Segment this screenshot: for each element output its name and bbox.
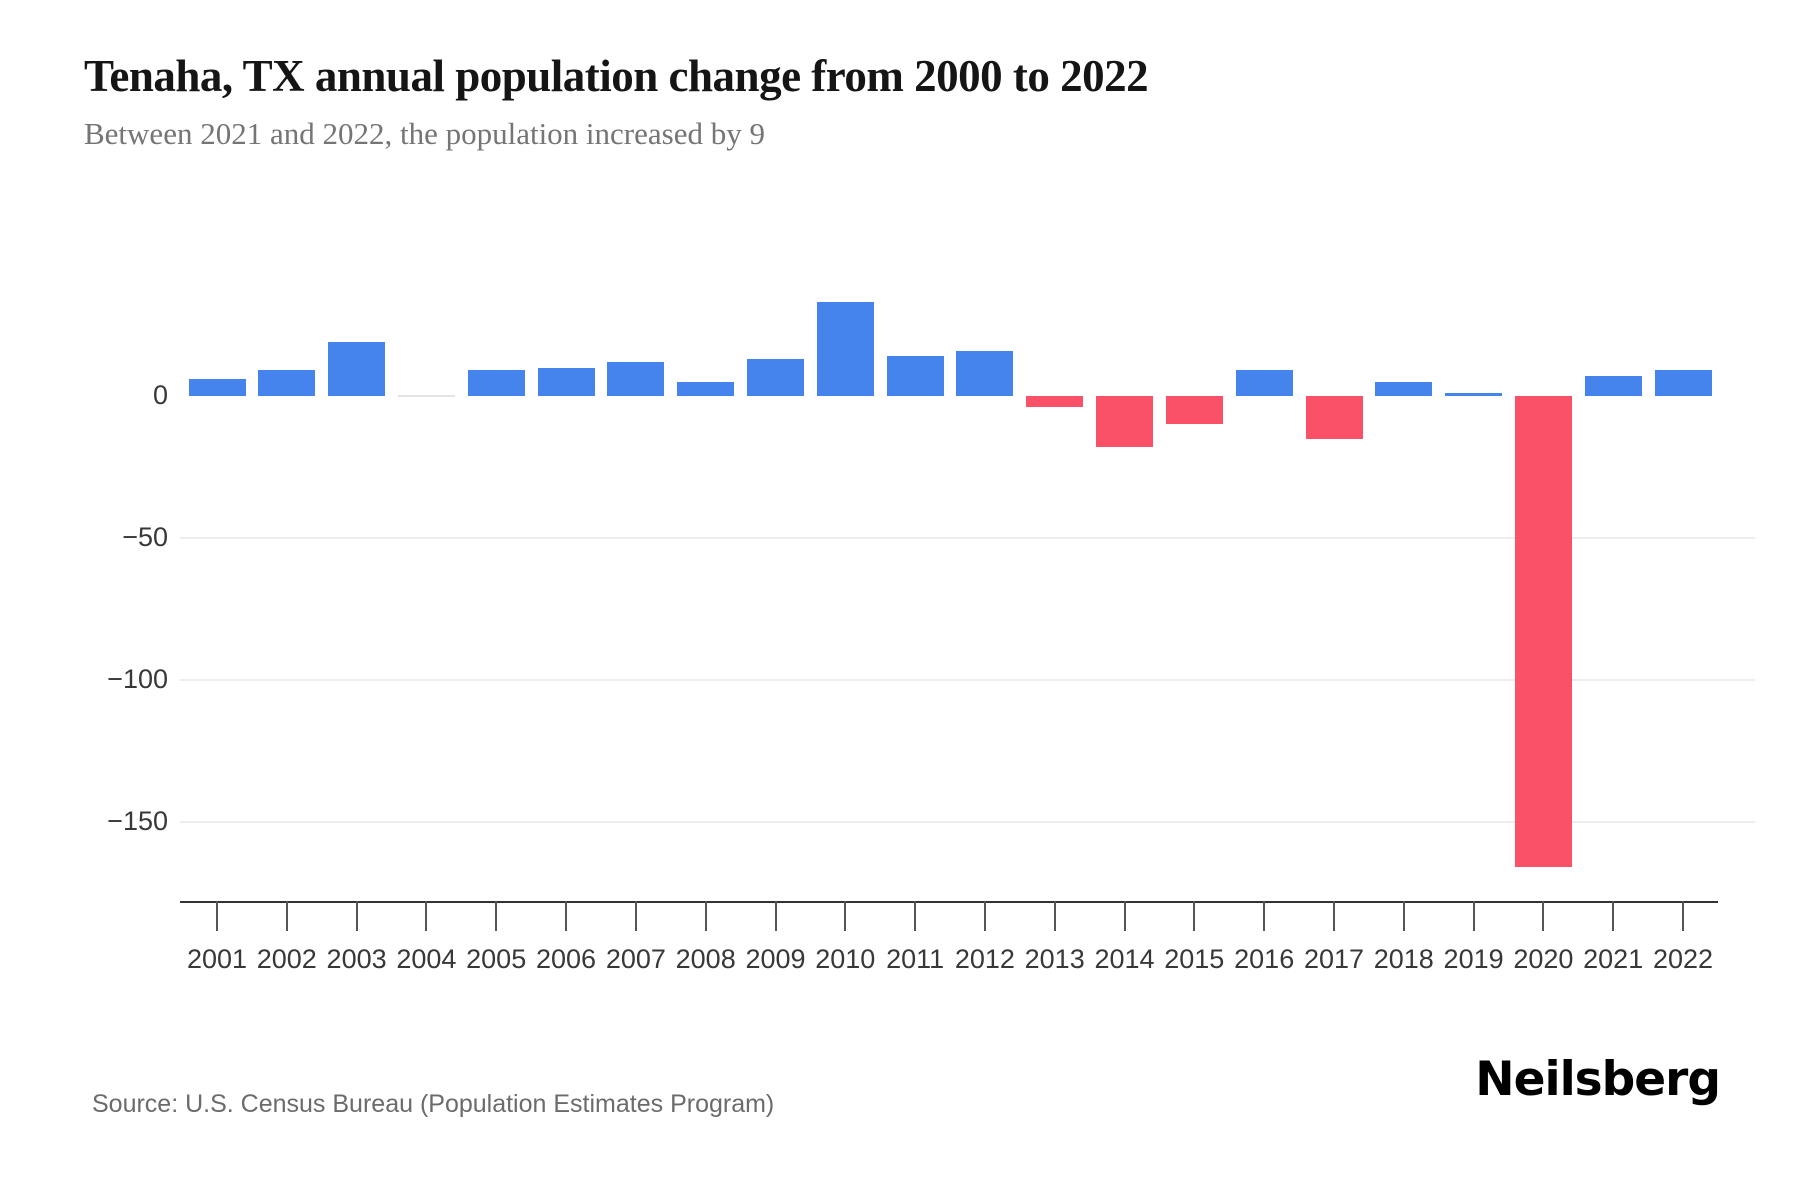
x-axis-label-2005: 2005 [466, 944, 527, 974]
bar-2020[interactable] [1514, 396, 1572, 868]
x-tick-2005 [495, 901, 498, 931]
x-axis-label-2001: 2001 [186, 944, 248, 974]
x-tick-2013 [1053, 901, 1056, 931]
bar-2007[interactable] [607, 361, 665, 396]
gridline--50 [180, 537, 1755, 539]
x-axis-label-2013: 2013 [1024, 944, 1085, 974]
bar-2004[interactable] [397, 395, 455, 397]
x-axis-label-2021: 2021 [1583, 944, 1644, 974]
x-axis-label-2006: 2006 [535, 944, 597, 974]
x-axis-label-2015: 2015 [1164, 944, 1225, 974]
x-tick-2011 [914, 901, 917, 931]
x-axis-label-2016: 2016 [1234, 944, 1295, 974]
bar-2001[interactable] [188, 379, 246, 396]
bar-2019[interactable] [1445, 393, 1503, 396]
x-tick-2007 [634, 901, 637, 931]
bar-2022[interactable] [1654, 370, 1712, 396]
x-tick-2010 [844, 901, 847, 931]
x-axis-label-2003: 2003 [326, 944, 387, 974]
x-tick-2006 [565, 901, 567, 931]
gridline--150 [180, 821, 1755, 823]
x-tick-2008 [704, 901, 707, 931]
x-tick-2002 [285, 901, 288, 931]
bar-2015[interactable] [1165, 396, 1223, 425]
x-axis-label-2019: 2019 [1443, 944, 1504, 974]
x-tick-2020 [1542, 901, 1545, 931]
x-axis-label-2007: 2007 [605, 944, 666, 974]
bar-2012[interactable] [956, 350, 1014, 396]
y-axis-label--150: −150 [107, 806, 168, 836]
bar-2005[interactable] [467, 370, 525, 396]
bar-2010[interactable] [816, 302, 874, 396]
x-tick-2018 [1402, 901, 1405, 931]
x-tick-2016 [1263, 901, 1266, 931]
bar-2018[interactable] [1375, 381, 1433, 396]
x-axis-label-2004: 2004 [396, 944, 457, 974]
x-tick-2001 [216, 901, 218, 931]
bar-2006[interactable] [537, 367, 595, 396]
x-axis-label-2009: 2009 [745, 944, 806, 974]
x-tick-2017 [1333, 901, 1335, 931]
bar-2008[interactable] [677, 381, 735, 396]
x-axis-label-2018: 2018 [1373, 944, 1434, 974]
x-axis-label-2014: 2014 [1094, 944, 1155, 974]
x-axis-label-2020: 2020 [1513, 944, 1574, 974]
bar-2016[interactable] [1235, 370, 1293, 396]
x-tick-2004 [425, 901, 428, 931]
x-axis-line [180, 901, 1718, 903]
x-tick-2021 [1612, 901, 1615, 931]
bar-2017[interactable] [1305, 396, 1363, 439]
brand-logo: Neilsberg [1475, 1052, 1721, 1107]
bar-2002[interactable] [258, 370, 316, 396]
bar-2013[interactable] [1026, 396, 1084, 408]
x-axis-label-2017: 2017 [1303, 944, 1365, 974]
bar-2003[interactable] [328, 342, 386, 396]
x-axis-label-2012: 2012 [954, 944, 1015, 974]
x-axis-label-2008: 2008 [675, 944, 736, 974]
y-axis-label-0: 0 [152, 380, 168, 410]
bar-2011[interactable] [886, 356, 944, 396]
x-tick-2019 [1472, 901, 1475, 931]
source-note: Source: U.S. Census Bureau (Population E… [92, 1090, 775, 1118]
x-tick-2003 [355, 901, 358, 931]
x-tick-2012 [983, 901, 986, 931]
x-axis-label-2010: 2010 [815, 944, 876, 974]
x-tick-2014 [1123, 901, 1126, 931]
y-axis-label--100: −100 [107, 664, 168, 694]
y-axis-label--50: −50 [122, 522, 168, 552]
x-tick-2015 [1193, 901, 1196, 931]
x-axis-label-2002: 2002 [256, 944, 317, 974]
x-tick-2022 [1682, 901, 1684, 931]
bar-2021[interactable] [1584, 376, 1642, 396]
gridline--100 [180, 679, 1755, 681]
x-tick-2009 [774, 901, 777, 931]
chart-title: Tenaha, TX annual population change from… [84, 51, 1149, 101]
chart-subtitle: Between 2021 and 2022, the population in… [84, 116, 765, 151]
x-axis-label-2011: 2011 [886, 944, 945, 974]
bar-2009[interactable] [747, 359, 804, 396]
bar-2014[interactable] [1096, 396, 1153, 448]
x-axis-label-2022: 2022 [1652, 944, 1714, 974]
